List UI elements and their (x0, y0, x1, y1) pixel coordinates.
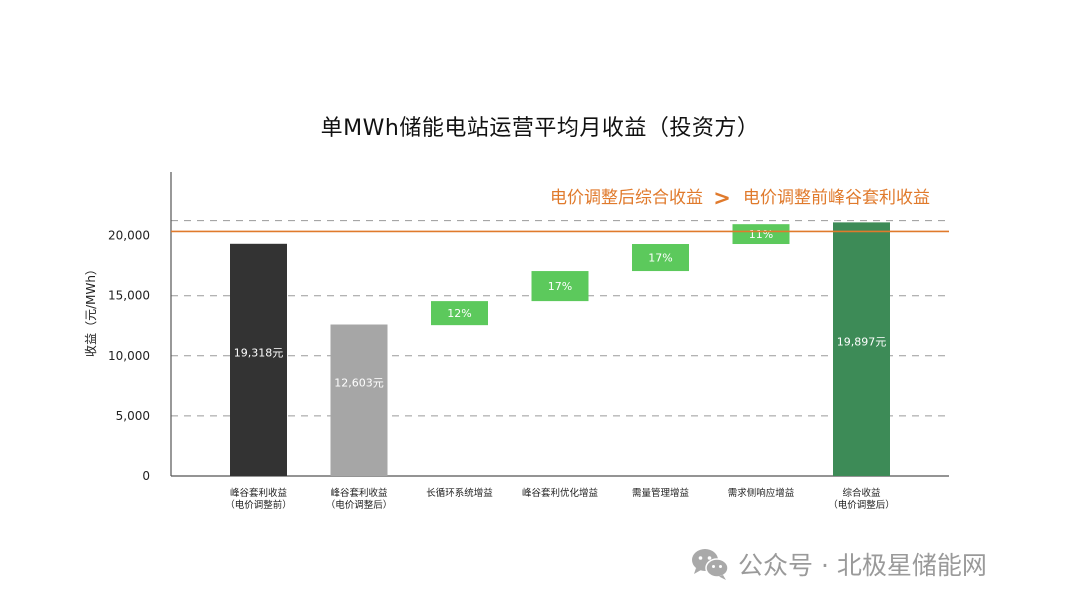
bar-total (330, 324, 388, 476)
bar-total (833, 222, 890, 476)
bar-value-label: 17% (548, 280, 572, 293)
y-tick-label: 5,000 (116, 409, 150, 423)
x-tick-label: （电价调整前） (225, 499, 292, 511)
x-tick-label: 需量管理增益 (632, 487, 690, 499)
bar-value-label: 17% (648, 252, 672, 265)
y-tick-label: 10,000 (108, 349, 150, 363)
x-tick-label: 需求侧响应增益 (728, 487, 795, 499)
bar-value-label: 11% (749, 228, 773, 241)
bar-value-label: 12% (447, 307, 471, 320)
bar-value-label: 19,897元 (837, 336, 887, 349)
bar-value-label: 19,318元 (234, 347, 284, 360)
x-tick-label: 长循环系统增益 (426, 487, 493, 499)
bar-delta (632, 244, 689, 272)
y-tick-label: 20,000 (108, 229, 150, 243)
annotation-right: 电价调整前峰谷套利收益 (743, 188, 930, 208)
bar-delta (732, 224, 790, 245)
x-tick-label: 峰谷套利优化增益 (522, 487, 599, 499)
annotation-left: 电价调整后综合收益 (550, 188, 703, 208)
y-axis-label: 收益（元/MWh） (84, 263, 98, 357)
y-tick-label: 15,000 (108, 289, 150, 303)
annotation-operator: > (713, 186, 731, 210)
bar-delta (431, 301, 488, 326)
watermark: 公众号 · 北极星储能网 (690, 546, 987, 582)
bar-total (230, 243, 287, 476)
bar-delta (531, 271, 589, 302)
watermark-text: 公众号 · 北极星储能网 (738, 551, 987, 580)
wechat-icon (692, 549, 729, 580)
x-tick-label: 峰谷套利收益 (330, 487, 388, 499)
y-tick-label: 0 (142, 469, 150, 483)
x-tick-label: （电价调整后） (326, 499, 393, 511)
x-tick-label: （电价调整后） (828, 499, 895, 511)
x-tick-label: 峰谷套利收益 (230, 487, 288, 499)
x-tick-label: 综合收益 (842, 487, 881, 499)
chart-title: 单MWh储能电站运营平均月收益（投资方） (320, 116, 760, 141)
bar-value-label: 12,603元 (334, 377, 384, 390)
